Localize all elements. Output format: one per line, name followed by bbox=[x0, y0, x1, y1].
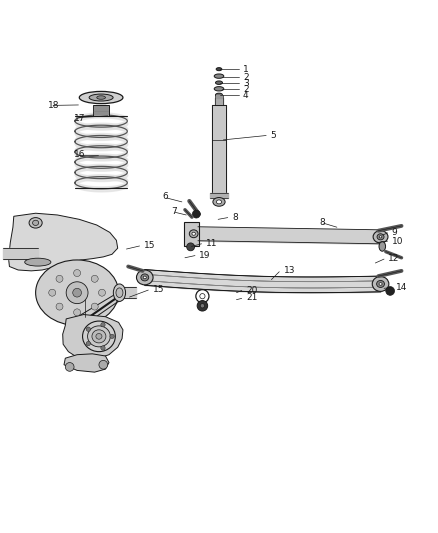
Text: 21: 21 bbox=[246, 294, 258, 302]
Ellipse shape bbox=[215, 81, 223, 84]
Bar bbox=[93, 105, 109, 116]
Text: 19: 19 bbox=[199, 251, 211, 260]
Ellipse shape bbox=[213, 198, 225, 206]
Circle shape bbox=[197, 301, 208, 311]
Circle shape bbox=[99, 360, 108, 369]
Text: 15: 15 bbox=[144, 241, 155, 250]
Circle shape bbox=[101, 346, 105, 350]
Text: 14: 14 bbox=[396, 283, 407, 292]
Circle shape bbox=[200, 294, 205, 299]
Circle shape bbox=[200, 304, 205, 308]
Circle shape bbox=[86, 341, 91, 346]
Circle shape bbox=[91, 276, 98, 282]
Ellipse shape bbox=[373, 231, 388, 243]
Ellipse shape bbox=[79, 92, 123, 103]
Circle shape bbox=[192, 210, 200, 218]
Circle shape bbox=[66, 282, 88, 304]
Circle shape bbox=[74, 270, 81, 277]
Ellipse shape bbox=[372, 277, 389, 292]
Text: 16: 16 bbox=[74, 150, 85, 159]
Text: 9: 9 bbox=[392, 228, 397, 237]
Text: 12: 12 bbox=[389, 254, 400, 263]
Ellipse shape bbox=[143, 276, 146, 279]
Text: 2: 2 bbox=[243, 72, 249, 82]
Text: 7: 7 bbox=[171, 207, 177, 215]
Polygon shape bbox=[64, 354, 109, 372]
Ellipse shape bbox=[214, 87, 224, 91]
Ellipse shape bbox=[377, 234, 384, 240]
Circle shape bbox=[56, 276, 63, 282]
Circle shape bbox=[91, 303, 98, 310]
Circle shape bbox=[101, 322, 105, 327]
Ellipse shape bbox=[379, 241, 385, 251]
Circle shape bbox=[86, 327, 91, 332]
Circle shape bbox=[49, 289, 56, 296]
Polygon shape bbox=[9, 213, 118, 271]
Circle shape bbox=[187, 243, 194, 251]
Text: 11: 11 bbox=[206, 239, 217, 248]
Ellipse shape bbox=[29, 217, 42, 228]
Circle shape bbox=[74, 309, 81, 316]
Text: 10: 10 bbox=[392, 237, 403, 246]
Ellipse shape bbox=[82, 321, 115, 352]
Ellipse shape bbox=[192, 232, 195, 235]
Ellipse shape bbox=[116, 288, 123, 297]
Text: 1: 1 bbox=[243, 64, 249, 74]
Circle shape bbox=[110, 334, 114, 338]
Ellipse shape bbox=[141, 274, 149, 281]
Ellipse shape bbox=[379, 282, 382, 285]
Circle shape bbox=[99, 289, 106, 296]
Ellipse shape bbox=[32, 220, 39, 225]
Ellipse shape bbox=[379, 236, 382, 238]
Ellipse shape bbox=[25, 258, 51, 266]
Text: 8: 8 bbox=[232, 213, 238, 222]
Ellipse shape bbox=[113, 284, 126, 302]
Ellipse shape bbox=[189, 230, 198, 238]
Polygon shape bbox=[184, 222, 199, 246]
Text: 3: 3 bbox=[243, 79, 249, 87]
Ellipse shape bbox=[216, 68, 222, 71]
Ellipse shape bbox=[88, 326, 110, 347]
Text: 17: 17 bbox=[74, 114, 85, 123]
Text: 5: 5 bbox=[271, 131, 276, 140]
Ellipse shape bbox=[137, 270, 153, 285]
Polygon shape bbox=[63, 314, 123, 359]
Ellipse shape bbox=[97, 96, 106, 99]
Ellipse shape bbox=[35, 260, 119, 326]
Ellipse shape bbox=[215, 93, 223, 96]
Circle shape bbox=[196, 289, 209, 303]
Text: 13: 13 bbox=[284, 266, 295, 276]
Circle shape bbox=[65, 362, 74, 372]
Text: 15: 15 bbox=[152, 285, 164, 294]
Circle shape bbox=[73, 288, 81, 297]
Ellipse shape bbox=[92, 330, 106, 343]
Text: 20: 20 bbox=[246, 286, 258, 295]
Ellipse shape bbox=[216, 200, 222, 204]
Ellipse shape bbox=[96, 334, 102, 339]
Text: 18: 18 bbox=[48, 101, 59, 110]
Text: 6: 6 bbox=[162, 192, 168, 201]
Ellipse shape bbox=[214, 74, 224, 78]
Circle shape bbox=[56, 303, 63, 310]
Ellipse shape bbox=[89, 94, 113, 101]
Text: 2: 2 bbox=[243, 85, 249, 94]
Text: 8: 8 bbox=[319, 219, 325, 228]
Text: 4: 4 bbox=[243, 91, 249, 100]
Ellipse shape bbox=[377, 280, 385, 287]
Circle shape bbox=[386, 287, 395, 295]
